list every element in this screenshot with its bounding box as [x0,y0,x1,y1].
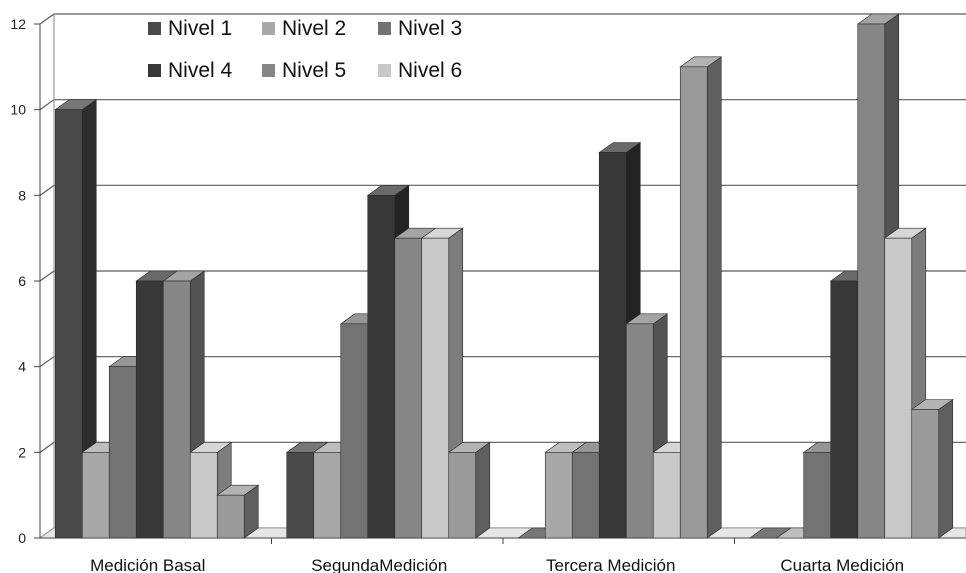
legend-label: Nivel 5 [282,59,346,82]
gridline [39,99,966,111]
bar-front [216,494,245,539]
legend: Nivel 1 Nivel 2 Nivel 3 Nivel 4 Nivel 5 Nivel… [148,17,462,82]
legend-item: Nivel 1 [148,17,232,40]
bar-front [162,280,191,539]
bar-front [911,409,940,539]
bar-front [598,152,627,539]
bar-front [189,452,218,539]
bar-side [706,56,722,539]
legend-label: Nivel 3 [398,17,462,40]
bar-front [857,23,886,539]
bar-front [340,323,369,539]
y-tick-label: 10 [10,102,26,118]
bar-front [81,452,110,539]
axes [34,14,966,544]
bar [910,398,954,539]
y-tick-label: 12 [10,16,26,32]
bar-front [884,237,913,539]
bar-front [286,452,315,539]
x-category-label: SegundaMedición [311,556,447,573]
x-category-label: Medición Basal [90,556,205,573]
legend-swatch [148,22,161,35]
legend-item: Nivel 4 [148,59,233,82]
gridline [39,184,966,196]
legend-label: Nivel 2 [282,17,346,40]
legend-item: Nivel 6 [378,59,462,82]
bar-front [625,323,654,539]
y-tick-label: 4 [18,359,26,375]
bar [679,56,723,539]
bar-front [803,452,832,539]
legend-label: Nivel 6 [398,59,462,82]
bar-front [313,452,342,539]
bar-front [652,452,681,539]
bar-front [679,66,708,539]
legend-item: Nivel 2 [262,17,346,40]
bar [216,484,260,539]
bar [420,227,464,539]
bar-front [830,280,859,539]
y-tick-label: 0 [18,530,26,546]
legend-swatch [262,22,275,35]
legend-swatch [148,64,161,77]
legend-label: Nivel 1 [168,17,232,40]
bar-front [54,109,83,539]
bars [54,13,954,539]
y-tick-label: 6 [18,273,26,289]
bar-front [571,452,600,539]
x-category-label: Tercera Medición [546,556,675,573]
bar-front [367,195,396,539]
bar-front [421,237,450,539]
bar-front [108,366,137,539]
y-tick-label: 2 [18,444,26,460]
bar-front [544,452,573,539]
axis-labels: 0 2 4 6 8 10 12 Medición Basal SegundaMedición Te… [10,16,904,573]
legend-swatch [262,64,275,77]
legend-swatch [378,64,391,77]
bar-front [448,452,477,539]
bar-side [938,398,954,539]
bar-front [394,237,423,539]
legend-item: Nivel 3 [378,17,462,40]
legend-item: Nivel 5 [262,59,346,82]
x-category-label: Cuarta Medición [780,556,904,573]
bar [447,441,491,539]
legend-swatch [378,22,391,35]
bar-side [475,441,491,539]
bar-front [135,280,164,539]
y-tick-label: 8 [18,187,26,203]
legend-label: Nivel 4 [168,59,233,82]
